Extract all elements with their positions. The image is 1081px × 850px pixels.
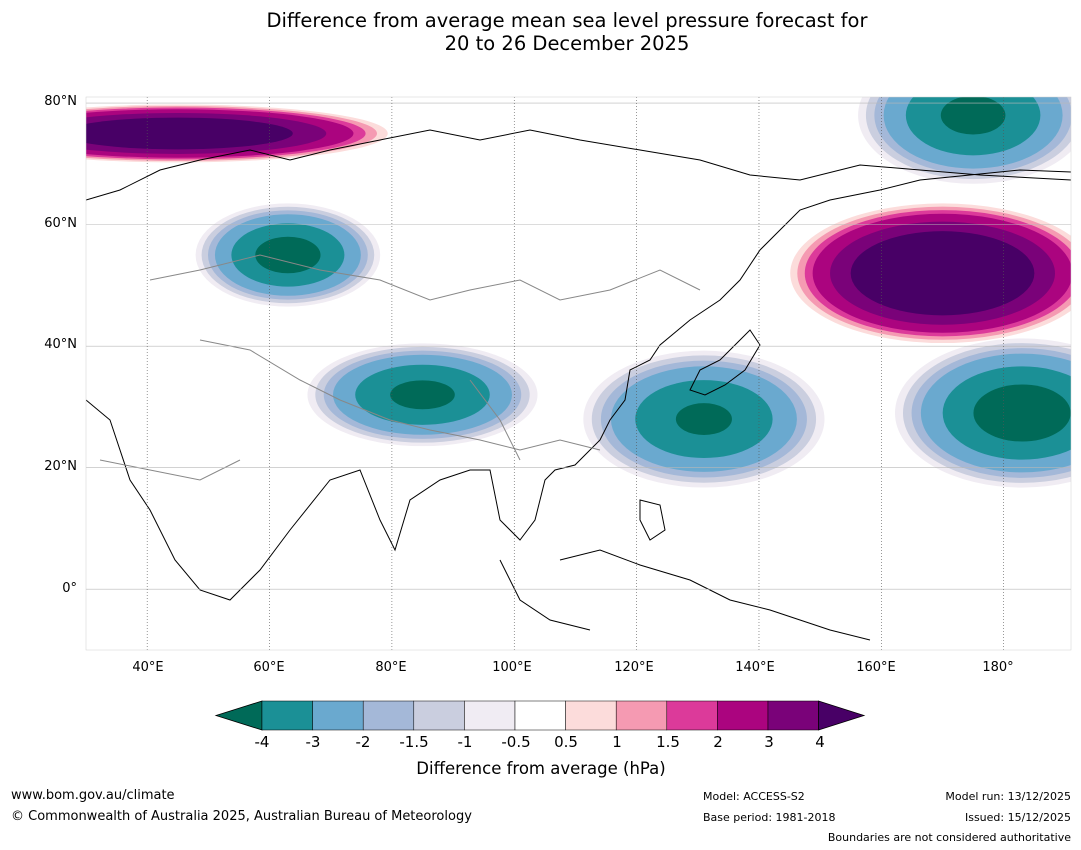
- boundaries-note: Boundaries are not considered authoritat…: [827, 831, 1071, 844]
- country-borders: [99, 254, 701, 481]
- issued-date: Issued: 15/12/2025: [964, 811, 1071, 824]
- anomaly-contour-fill: [940, 97, 1006, 135]
- map-background: [86, 97, 1071, 650]
- colorbar-segment: [261, 700, 313, 731]
- colorbar-segment: [413, 700, 465, 731]
- colorbar-tick-label: 2: [713, 733, 723, 751]
- colorbar-segment: [565, 700, 617, 731]
- base-period: Base period: 1981-2018: [703, 811, 836, 824]
- anomaly-contour-fill: [390, 380, 455, 410]
- pressure-anomaly-map: [85, 96, 1072, 651]
- graticule: [86, 97, 1071, 650]
- y-tick-label: 0°: [62, 581, 77, 596]
- colorbar-tick-label: -2: [355, 733, 371, 751]
- coastlines: [86, 129, 1071, 641]
- colorbar-tick-label: -0.5: [501, 733, 531, 751]
- x-tick-label: 140°E: [735, 660, 775, 675]
- anomaly-contour-fill: [86, 117, 293, 150]
- anomaly-contour-fill: [255, 236, 321, 274]
- colorbar-tick-label: 3: [764, 733, 774, 751]
- x-tick-label: 80°E: [375, 660, 407, 675]
- y-tick-label: 60°N: [44, 216, 77, 231]
- x-tick-label: 40°E: [132, 660, 164, 675]
- colorbar-tick-label: -1.5: [399, 733, 429, 751]
- colorbar-segment: [312, 700, 364, 731]
- colorbar-segment: [666, 700, 718, 731]
- colorbar-tick-label: 1: [612, 733, 622, 751]
- colorbar-segment: [615, 700, 668, 731]
- chart-title-line-2: 20 to 26 December 2025: [444, 32, 690, 55]
- colorbar-segment: [362, 700, 415, 731]
- website-link[interactable]: www.bom.gov.au/climate: [11, 788, 175, 803]
- colorbar-extend-low: [214, 700, 263, 731]
- y-tick-label: 20°N: [44, 459, 77, 474]
- anomaly-contour-fill: [850, 231, 1035, 316]
- colorbar-tick-label: -1: [457, 733, 473, 751]
- chart-title: Difference from average mean sea level p…: [0, 9, 1081, 55]
- colorbar-segment: [514, 700, 566, 731]
- model-name: Model: ACCESS-S2: [703, 790, 805, 803]
- colorbar-tick-label: -4: [254, 733, 270, 751]
- colorbar-extend-high: [818, 700, 866, 731]
- colorbar-segment: [767, 700, 819, 731]
- copyright-notice: © Commonwealth of Australia 2025, Austra…: [11, 809, 472, 824]
- model-run-date: Model run: 13/12/2025: [945, 790, 1071, 803]
- anomaly-field: [86, 97, 1071, 488]
- x-tick-label: 120°E: [614, 660, 654, 675]
- anomaly-contour-fill: [973, 384, 1071, 442]
- colorbar-tick-label: 4: [815, 733, 825, 751]
- map-frame: [85, 96, 1072, 651]
- x-tick-label: 60°E: [253, 660, 285, 675]
- colorbar-segment: [717, 700, 769, 731]
- y-tick-label: 40°N: [44, 337, 77, 352]
- y-tick-label: 80°N: [44, 94, 77, 109]
- x-tick-label: 180°: [982, 660, 1014, 675]
- colorbar-title: Difference from average (hPa): [416, 759, 666, 778]
- chart-title-line-1: Difference from average mean sea level p…: [266, 9, 868, 32]
- x-tick-label: 160°E: [856, 660, 896, 675]
- anomaly-contour-fill: [675, 403, 732, 435]
- colorbar-tick-label: 0.5: [554, 733, 578, 751]
- colorbar-tick-label: 1.5: [656, 733, 680, 751]
- colorbar-segment: [464, 700, 516, 731]
- colorbar-tick-label: -3: [305, 733, 321, 751]
- x-tick-label: 100°E: [492, 660, 532, 675]
